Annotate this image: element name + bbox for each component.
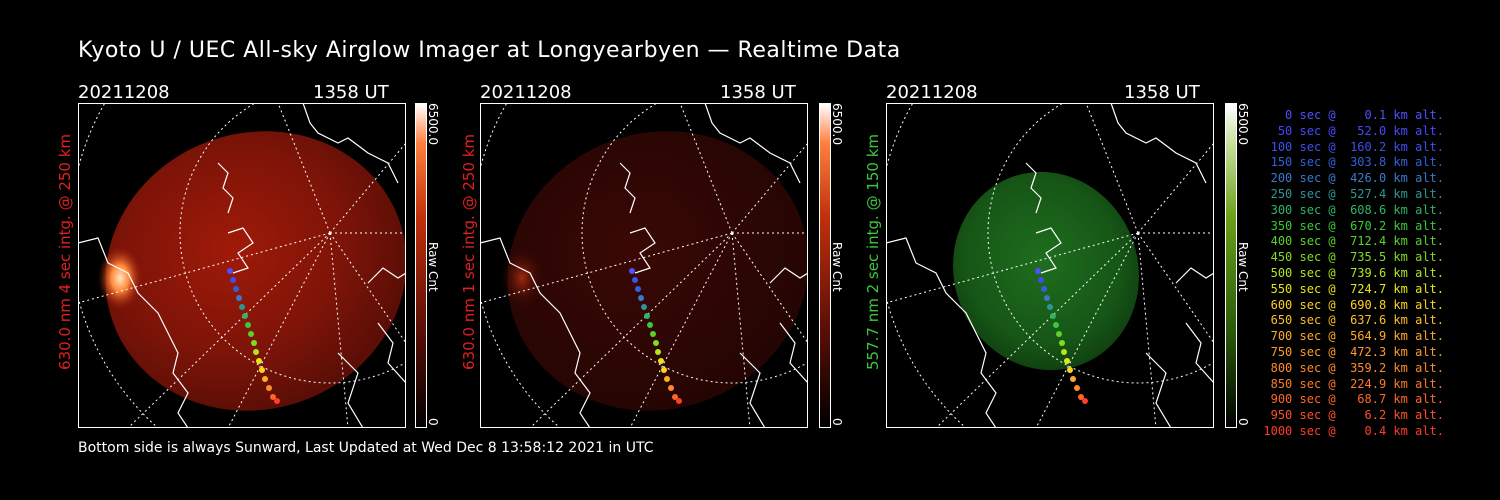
coastline	[886, 103, 1214, 428]
legend-row: 50 sec @ 52.0 km alt.	[1263, 123, 1444, 138]
panel-3-time: 1358 UT	[1124, 82, 1200, 103]
footer-note: Bottom side is always Sunward, Last Upda…	[78, 440, 654, 456]
panel-1-image	[78, 103, 406, 428]
page-title: Kyoto U / UEC All-sky Airglow Imager at …	[78, 38, 901, 63]
panel-2-time: 1358 UT	[720, 82, 796, 103]
panel-2-date: 20211208	[480, 82, 572, 103]
lat-lon-grid	[78, 103, 406, 428]
panel-1-colorbar-min: 0	[426, 418, 440, 426]
panel-2-colorbar	[819, 103, 831, 428]
legend-row: 650 sec @ 637.6 km alt.	[1263, 313, 1444, 328]
panel-3-colorbar	[1225, 103, 1237, 428]
legend-row: 100 sec @ 160.2 km alt.	[1263, 139, 1444, 154]
panel-1-ylabel: 630.0 nm 4 sec intg. @ 250 km	[56, 133, 74, 370]
legend-row: 300 sec @ 608.6 km alt.	[1263, 202, 1444, 217]
legend-row: 700 sec @ 564.9 km alt.	[1263, 329, 1444, 344]
panel-1-date: 20211208	[78, 82, 170, 103]
airglow-disk	[105, 131, 406, 411]
trajectory	[1035, 268, 1088, 404]
panel-3-colorbar-min: 0	[1236, 418, 1250, 426]
panel-1-colorbar-unit: Raw Cnt	[426, 242, 440, 292]
legend-row: 600 sec @ 690.8 km alt.	[1263, 297, 1444, 312]
panel-1-colorbar	[415, 103, 427, 428]
legend-row: 550 sec @ 724.7 km alt.	[1263, 281, 1444, 296]
panel-1-time: 1358 UT	[313, 82, 389, 103]
legend-row: 450 sec @ 735.5 km alt.	[1263, 250, 1444, 265]
panel-3-image	[886, 103, 1214, 428]
panel-2-colorbar-unit: Raw Cnt	[830, 242, 844, 292]
trajectory	[227, 268, 280, 404]
legend-row: 750 sec @ 472.3 km alt.	[1263, 344, 1444, 359]
legend-row: 950 sec @ 6.2 km alt.	[1263, 408, 1444, 423]
aurora-bright-spot	[500, 246, 544, 310]
legend-row: 250 sec @ 527.4 km alt.	[1263, 186, 1444, 201]
lat-lon-grid	[480, 103, 808, 428]
panel-3-colorbar-max: 6500.0	[1236, 103, 1250, 145]
trajectory	[629, 268, 682, 404]
panel-3-colorbar-unit: Raw Cnt	[1236, 242, 1250, 292]
legend-row: 150 sec @ 303.8 km alt.	[1263, 155, 1444, 170]
panel-2-ylabel: 630.0 nm 1 sec intg. @ 250 km	[460, 133, 478, 370]
legend-row: 850 sec @ 224.9 km alt.	[1263, 376, 1444, 391]
legend-row: 900 sec @ 68.7 km alt.	[1263, 392, 1444, 407]
panel-2-colorbar-min: 0	[830, 418, 844, 426]
panel-1-colorbar-max: 6500.0	[426, 103, 440, 145]
legend-row: 350 sec @ 670.2 km alt.	[1263, 218, 1444, 233]
legend-row: 0 sec @ 0.1 km alt.	[1263, 108, 1444, 122]
airglow-disk	[507, 131, 808, 411]
panel-3-date: 20211208	[886, 82, 978, 103]
panel-2-colorbar-max: 6500.0	[830, 103, 844, 145]
legend-row: 400 sec @ 712.4 km alt.	[1263, 234, 1444, 249]
trajectory-legend: 0 sec @ 0.1 km alt. 50 sec @ 52.0 km alt…	[1262, 108, 1444, 440]
legend-row: 200 sec @ 426.0 km alt.	[1263, 171, 1444, 186]
legend-row: 1000 sec @ 0.4 km alt.	[1263, 423, 1444, 438]
panel-3-ylabel: 557.7 nm 2 sec intg. @ 150 km	[864, 133, 882, 370]
legend-row: 800 sec @ 359.2 km alt.	[1263, 360, 1444, 375]
coastline	[78, 103, 406, 428]
aurora-bright-spot	[98, 246, 142, 310]
legend-row: 500 sec @ 739.6 km alt.	[1263, 265, 1444, 280]
panel-2-image	[480, 103, 808, 428]
coastline	[480, 103, 808, 428]
lat-lon-grid	[886, 103, 1214, 428]
